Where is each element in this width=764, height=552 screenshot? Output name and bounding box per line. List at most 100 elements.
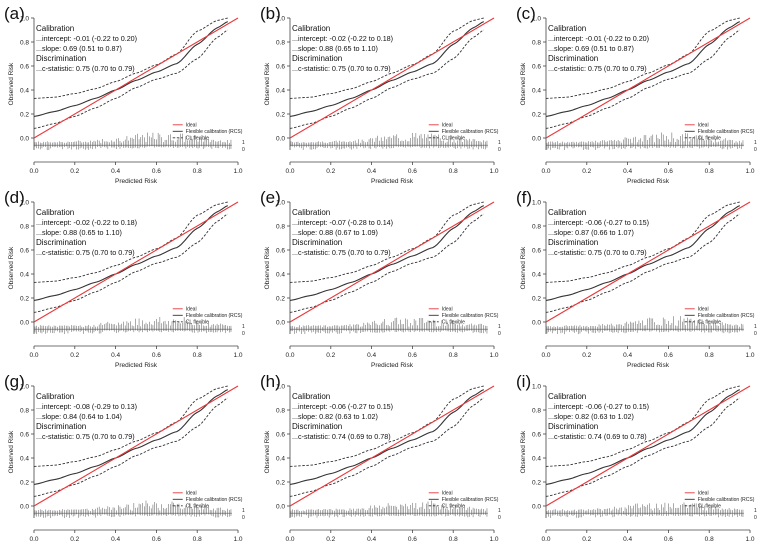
- x-tick-label: 0.6: [408, 352, 417, 359]
- y-axis-title: Observed Risk: [8, 246, 15, 289]
- intercept-text: ...intercept: -0.06 (-0.27 to 0.15): [292, 402, 393, 411]
- y-tick-label: 0.6: [276, 64, 285, 71]
- legend-entry: Flexible calibration (RCS): [186, 313, 243, 319]
- x-tick-label: 0.2: [326, 352, 335, 359]
- flexible-calibration-line: [33, 21, 229, 117]
- calibration-heading: Calibration: [36, 24, 74, 33]
- cl-upper-line: [289, 201, 484, 283]
- y-tick-label: 0.2: [532, 112, 541, 119]
- y-tick-label: 0.4: [20, 272, 29, 279]
- flexible-calibration-line: [289, 389, 485, 485]
- legend-entry: Flexible calibration (RCS): [698, 313, 755, 319]
- x-tick-label: 0.4: [111, 168, 120, 175]
- y-tick-label: 0.2: [532, 296, 541, 303]
- rug-label-0: 0: [754, 515, 757, 521]
- y-tick-label: 0.0: [532, 136, 541, 143]
- legend-entry: Ideal: [186, 123, 197, 129]
- ideal-line: [289, 385, 495, 507]
- y-tick-label: 0.6: [276, 248, 285, 255]
- y-tick-label: 0.4: [276, 456, 285, 463]
- rug-label-0: 0: [754, 331, 757, 337]
- calibration-heading: Calibration: [548, 392, 586, 401]
- y-tick-label: 0.4: [532, 456, 541, 463]
- slope-text: ...slope: 0.88 (0.67 to 1.09): [292, 228, 378, 237]
- c-statistic-text: ...c-statistic: 0.74 (0.69 to 0.78): [548, 432, 647, 441]
- rug-label-0: 0: [242, 147, 245, 153]
- y-tick-label: 0.0: [276, 320, 285, 327]
- intercept-text: ...intercept: -0.01 (-0.22 to 0.20): [548, 34, 649, 43]
- x-axis-title: Predicted Risk: [627, 178, 670, 185]
- y-tick-label: 0.0: [20, 320, 29, 327]
- rug-label-0: 0: [498, 331, 501, 337]
- x-tick-label: 0.4: [367, 352, 376, 359]
- legend-entry: Ideal: [442, 307, 453, 313]
- c-statistic-text: ...c-statistic: 0.74 (0.69 to 0.78): [292, 432, 391, 441]
- flexible-calibration-line: [545, 389, 741, 485]
- cl-upper-line: [33, 385, 228, 467]
- c-statistic-text: ...c-statistic: 0.75 (0.70 to 0.79): [36, 432, 135, 441]
- legend-entry: Flexible calibration (RCS): [442, 313, 499, 319]
- x-tick-label: 0.0: [541, 168, 550, 175]
- y-axis-title: Observed Risk: [8, 62, 15, 105]
- discrimination-heading: Discrimination: [292, 54, 342, 63]
- y-tick-label: 0.8: [532, 408, 541, 415]
- y-tick-label: 1.0: [532, 384, 541, 391]
- calibration-heading: Calibration: [36, 392, 74, 401]
- x-tick-label: 0.6: [664, 536, 673, 543]
- discrimination-heading: Discrimination: [36, 54, 86, 63]
- y-tick-label: 0.8: [276, 224, 285, 231]
- rug-label-1: 1: [754, 324, 757, 330]
- x-tick-label: 0.6: [152, 536, 161, 543]
- cl-upper-line: [545, 201, 740, 283]
- rug-label-0: 0: [498, 147, 501, 153]
- y-tick-label: 1.0: [532, 200, 541, 207]
- discrimination-heading: Discrimination: [548, 54, 598, 63]
- x-tick-label: 1.0: [233, 168, 242, 175]
- flexible-calibration-line: [33, 389, 229, 485]
- cl-upper-line: [289, 17, 484, 99]
- legend-entry: Flexible calibration (RCS): [698, 129, 755, 135]
- cl-upper-line: [33, 201, 228, 283]
- panel-label: (h): [260, 372, 281, 391]
- slope-text: ...slope: 0.88 (0.65 to 1.10): [36, 228, 122, 237]
- x-tick-label: 0.8: [449, 352, 458, 359]
- panel-label: (b): [260, 4, 281, 23]
- y-tick-label: 0.2: [276, 480, 285, 487]
- x-tick-label: 0.0: [29, 168, 38, 175]
- c-statistic-text: ...c-statistic: 0.75 (0.70 to 0.79): [36, 64, 135, 73]
- panel-label: (a): [4, 4, 25, 23]
- y-tick-label: 1.0: [20, 16, 29, 23]
- c-statistic-text: ...c-statistic: 0.75 (0.70 to 0.79): [36, 248, 135, 257]
- c-statistic-text: ...c-statistic: 0.75 (0.70 to 0.79): [548, 64, 647, 73]
- y-tick-label: 0.0: [20, 136, 29, 143]
- x-tick-label: 0.2: [70, 536, 79, 543]
- x-tick-label: 0.0: [541, 352, 550, 359]
- y-tick-label: 0.8: [20, 224, 29, 231]
- y-tick-label: 0.2: [532, 480, 541, 487]
- legend-entry: CL flexible: [186, 320, 209, 326]
- panel-label: (g): [4, 372, 25, 391]
- x-tick-label: 0.4: [111, 536, 120, 543]
- x-tick-label: 0.2: [582, 352, 591, 359]
- x-tick-label: 0.4: [111, 352, 120, 359]
- x-tick-label: 0.0: [29, 536, 38, 543]
- x-tick-label: 1.0: [233, 352, 242, 359]
- x-tick-label: 0.2: [326, 168, 335, 175]
- c-statistic-text: ...c-statistic: 0.75 (0.70 to 0.79): [292, 64, 391, 73]
- ideal-line: [545, 201, 751, 323]
- x-tick-label: 0.0: [285, 536, 294, 543]
- x-tick-label: 0.6: [408, 168, 417, 175]
- x-tick-label: 0.4: [367, 536, 376, 543]
- intercept-text: ...intercept: -0.02 (-0.22 to 0.18): [292, 34, 393, 43]
- y-tick-label: 0.6: [532, 64, 541, 71]
- x-tick-label: 0.2: [70, 168, 79, 175]
- x-tick-label: 0.0: [541, 536, 550, 543]
- y-axis-title: Observed Risk: [520, 246, 527, 289]
- y-tick-label: 0.6: [20, 64, 29, 71]
- slope-text: ...slope: 0.69 (0.51 to 0.87): [36, 44, 122, 53]
- x-tick-label: 0.2: [582, 536, 591, 543]
- legend-entry: Flexible calibration (RCS): [698, 497, 755, 503]
- y-tick-label: 0.2: [20, 480, 29, 487]
- calibration-heading: Calibration: [292, 208, 330, 217]
